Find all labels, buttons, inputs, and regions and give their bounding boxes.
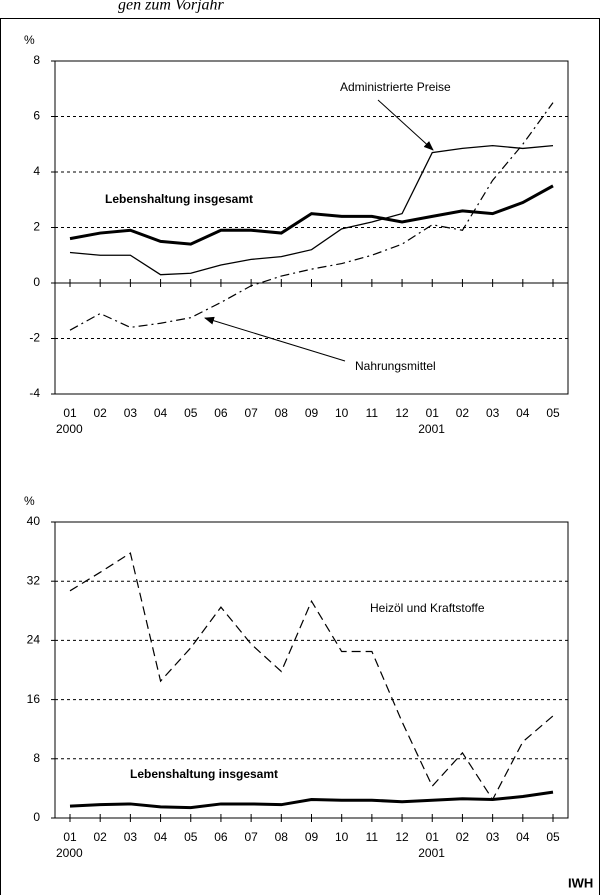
x-tick-label: 08 — [275, 830, 289, 844]
y-tick-label: -2 — [29, 331, 40, 345]
x-tick-label: 03 — [124, 830, 138, 844]
x-tick-label: 01 — [63, 406, 77, 420]
source: IWH — [568, 875, 593, 890]
year-label: 2001 — [418, 846, 445, 860]
x-tick-label: 04 — [154, 406, 168, 420]
x-tick-label: 02 — [456, 406, 470, 420]
page-title: gen zum Vorjahr — [118, 0, 225, 14]
plot-frame — [54, 60, 569, 395]
series-label: Lebenshaltung insgesamt — [105, 192, 253, 206]
series-label: Nahrungsmittel — [355, 359, 436, 373]
x-tick-label: 02 — [456, 830, 470, 844]
x-tick-label: 05 — [184, 830, 198, 844]
x-tick-label: 01 — [426, 830, 440, 844]
x-tick-label: 02 — [94, 406, 108, 420]
x-tick-label: 04 — [516, 830, 530, 844]
year-label: 2001 — [418, 422, 445, 436]
y-tick-label: 6 — [33, 109, 40, 123]
x-tick-label: 09 — [305, 830, 319, 844]
x-tick-label: 11 — [366, 406, 379, 420]
x-tick-label: 08 — [275, 406, 289, 420]
arrow — [377, 99, 434, 151]
frame — [0, 18, 600, 895]
x-tick-label: 07 — [244, 830, 258, 844]
x-tick-label: 03 — [124, 406, 138, 420]
x-tick-label: 09 — [305, 406, 319, 420]
y-tick-label: 8 — [33, 751, 40, 765]
series-line — [69, 184, 554, 246]
y-tick-label: 16 — [27, 692, 41, 706]
year-label: 2000 — [56, 422, 83, 436]
y-tick-label: 0 — [33, 275, 40, 289]
x-tick-label: 06 — [214, 830, 228, 844]
x-tick-label: 05 — [546, 406, 560, 420]
x-tick-label: 06 — [214, 406, 228, 420]
x-tick-label: 05 — [184, 406, 198, 420]
x-tick-label: 12 — [395, 830, 409, 844]
y-tick-label: -4 — [29, 386, 40, 400]
series-label: Heizöl und Kraftstoffe — [370, 601, 485, 615]
x-tick-label: 10 — [335, 830, 349, 844]
x-tick-label: 10 — [335, 406, 349, 420]
series-label: Administrierte Preise — [340, 80, 451, 94]
y-unit: % — [24, 494, 35, 508]
y-tick-label: 24 — [27, 633, 41, 647]
y-unit: % — [24, 33, 35, 47]
x-tick-label: 04 — [516, 406, 530, 420]
x-tick-label: 04 — [154, 830, 168, 844]
x-tick-label: 03 — [486, 406, 500, 420]
x-tick-label: 03 — [486, 830, 500, 844]
y-tick-label: 32 — [27, 573, 41, 587]
x-tick-label: 07 — [244, 406, 258, 420]
x-tick-label: 02 — [94, 830, 108, 844]
y-tick-label: 40 — [27, 514, 41, 528]
y-tick-label: 0 — [33, 810, 40, 824]
arrow — [204, 316, 346, 362]
series-line — [69, 144, 554, 276]
year-label: 2000 — [56, 846, 83, 860]
series-label: Lebenshaltung insgesamt — [130, 767, 278, 781]
x-tick-label: 01 — [63, 830, 77, 844]
y-tick-label: 4 — [33, 164, 40, 178]
x-tick-label: 05 — [546, 830, 560, 844]
y-tick-label: 8 — [33, 53, 40, 67]
series-line — [69, 552, 554, 801]
series-line — [69, 102, 554, 331]
y-tick-label: 2 — [33, 220, 40, 234]
x-tick-label: 12 — [395, 406, 409, 420]
x-tick-label: 01 — [426, 406, 440, 420]
x-tick-label: 11 — [366, 830, 379, 844]
series-line — [69, 790, 554, 810]
